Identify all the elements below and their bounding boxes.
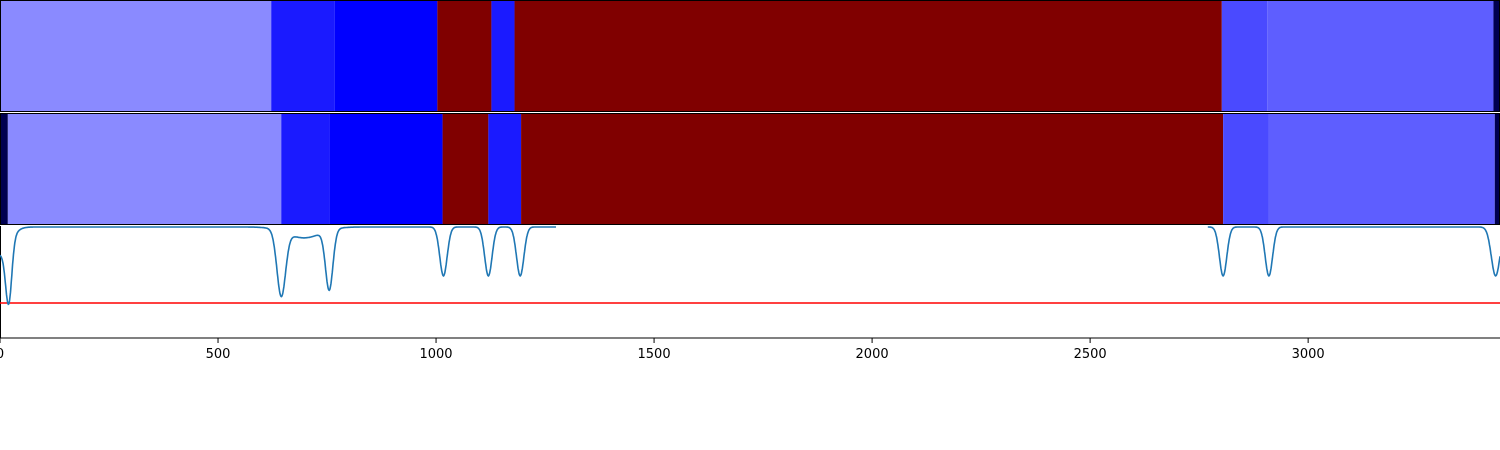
signal-line-part-2 — [1207, 226, 1500, 278]
track-2-segment-6 — [488, 113, 522, 225]
track-1-segment-2 — [271, 0, 335, 112]
track-1-segment-6 — [514, 0, 1222, 112]
track-1 — [0, 0, 1500, 112]
track-1-segment-5 — [491, 0, 515, 112]
x-tick-label-1000: 1000 — [419, 347, 452, 362]
track-1-segment-1 — [0, 0, 272, 112]
track-1-segment-3 — [334, 0, 438, 112]
x-tick-label-500: 500 — [206, 347, 231, 362]
track-2-segment-8 — [1223, 113, 1269, 225]
track-2-segment-4 — [329, 113, 443, 225]
x-tick-label-0: 0 — [0, 347, 4, 362]
signal-line-part-1 — [0, 226, 556, 306]
track-1-segment-4 — [437, 0, 492, 112]
track-2-segment-5 — [442, 113, 489, 225]
segment-tracks — [0, 0, 1500, 225]
track-1-segment-7 — [1221, 0, 1268, 112]
x-tick-label-1500: 1500 — [638, 347, 671, 362]
track-2-segment-10 — [1494, 113, 1500, 225]
signal-panel — [0, 226, 1500, 339]
x-axis: 0 500 1000 1500 2000 2500 3000 — [0, 338, 1325, 362]
x-tick-label-3000: 3000 — [1292, 347, 1325, 362]
track-1-segment-8 — [1267, 0, 1494, 112]
track-1-segment-9 — [1493, 0, 1500, 112]
track-2-segment-9 — [1268, 113, 1495, 225]
track-2-segment-1 — [0, 113, 8, 225]
x-tick-label-2500: 2500 — [1074, 347, 1107, 362]
track-2-segment-7 — [521, 113, 1224, 225]
track-2 — [0, 113, 1500, 225]
track-2-segment-3 — [281, 113, 330, 225]
track-2-segment-2 — [7, 113, 282, 225]
x-tick-label-2000: 2000 — [856, 347, 889, 362]
